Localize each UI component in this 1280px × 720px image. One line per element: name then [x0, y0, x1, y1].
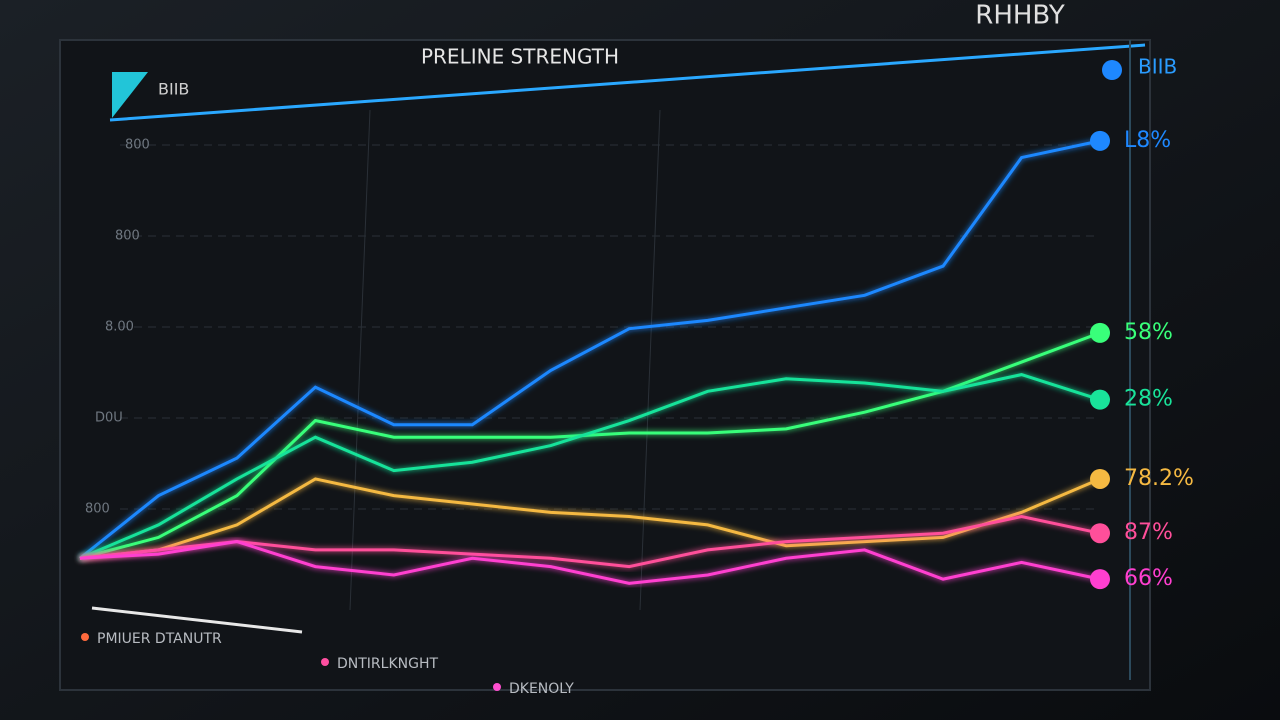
end-label: 58%	[1124, 320, 1173, 345]
end-marker	[1090, 389, 1110, 410]
grid-line	[349, 109, 371, 611]
series-line	[79, 514, 1101, 569]
header-line	[109, 43, 1146, 122]
y-axis-text: D0U	[95, 411, 123, 426]
legend-dot	[493, 683, 501, 691]
top-legend-label: BIIB	[1138, 55, 1177, 79]
legend-dot	[321, 658, 329, 666]
panel-label: BIIB	[158, 80, 189, 99]
end-marker	[1090, 130, 1110, 151]
legend-dot	[1102, 60, 1122, 80]
end-marker	[1090, 468, 1110, 489]
end-label: 66%	[1124, 566, 1173, 591]
scroll-bar	[91, 606, 303, 634]
end-label: 78.2%	[1124, 466, 1194, 491]
end-label: L8%	[1124, 128, 1171, 153]
corner-title: RHHBY	[975, 1, 1065, 31]
legend-dot	[81, 633, 89, 641]
end-label: 87%	[1124, 520, 1173, 545]
end-marker	[1090, 322, 1110, 343]
panel-icon	[112, 72, 148, 118]
end-label: 28%	[1124, 387, 1173, 412]
panel	[59, 39, 1151, 691]
y-axis-text: 800	[85, 502, 110, 517]
end-marker	[1090, 523, 1110, 544]
legend-label: DNTIRLKNGHT	[337, 656, 438, 672]
y-axis-text: 800	[125, 138, 150, 153]
y-axis-text: 8.00	[105, 320, 134, 335]
series-line	[79, 331, 1101, 560]
series-line	[79, 477, 1101, 560]
legend-label: PMIUER DTANUTR	[97, 631, 222, 647]
series-line	[79, 540, 1101, 585]
y-axis-text: 800	[115, 229, 140, 244]
legend-label: DKENOLY	[509, 681, 574, 697]
series-line	[79, 139, 1101, 560]
grid-line	[639, 109, 661, 611]
series-line	[79, 373, 1101, 560]
chart-title: PRELINE STRENGTH	[421, 45, 619, 69]
end-marker	[1090, 569, 1110, 590]
